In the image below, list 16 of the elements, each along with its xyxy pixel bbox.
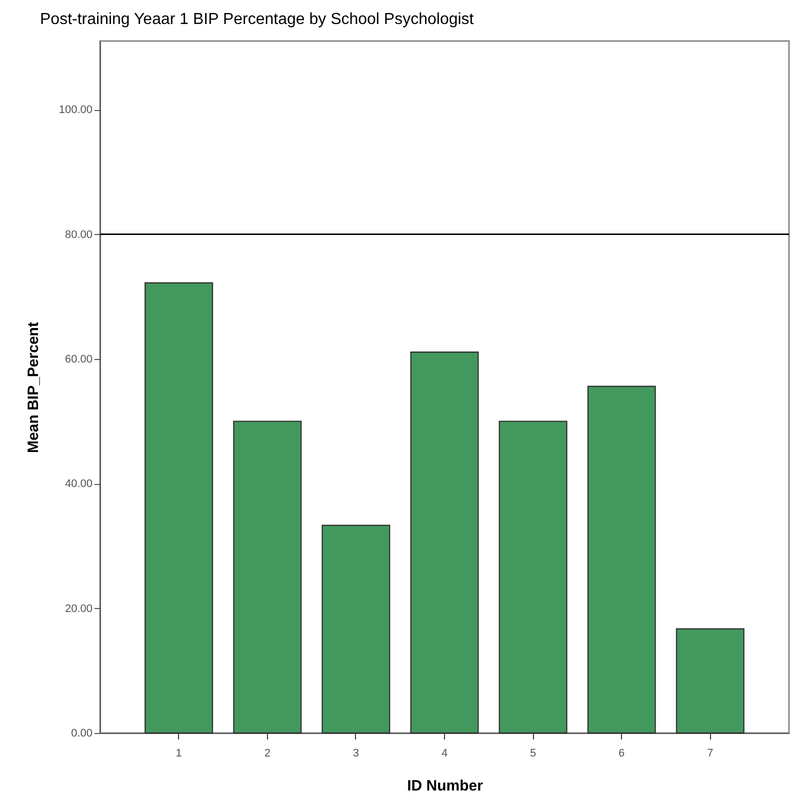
y-tick-label: 20.00 — [64, 602, 92, 615]
x-tick-label: 2 — [264, 748, 270, 760]
x-tick-label: 3 — [352, 748, 359, 760]
y-tick-label: 0.00 — [71, 728, 92, 740]
x-tick-label: 6 — [618, 748, 625, 760]
y-tick-label: 80.00 — [64, 228, 92, 241]
chart-title: Post-training Yeaar 1 BIP Percentage by School Psychologist — [40, 11, 474, 28]
y-axis-title: Mean BIP_Percent — [24, 322, 42, 453]
y-tick-label: 100.00 — [58, 104, 92, 116]
x-tick-label: 1 — [176, 748, 182, 760]
x-tick-label: 5 — [530, 748, 536, 760]
x-tick-label: 4 — [441, 748, 448, 760]
y-tick-label: 40.00 — [64, 478, 92, 490]
x-axis-title: ID Number — [407, 778, 484, 794]
x-tick-label: 7 — [707, 748, 714, 760]
y-tick-label: 60.00 — [64, 353, 92, 366]
